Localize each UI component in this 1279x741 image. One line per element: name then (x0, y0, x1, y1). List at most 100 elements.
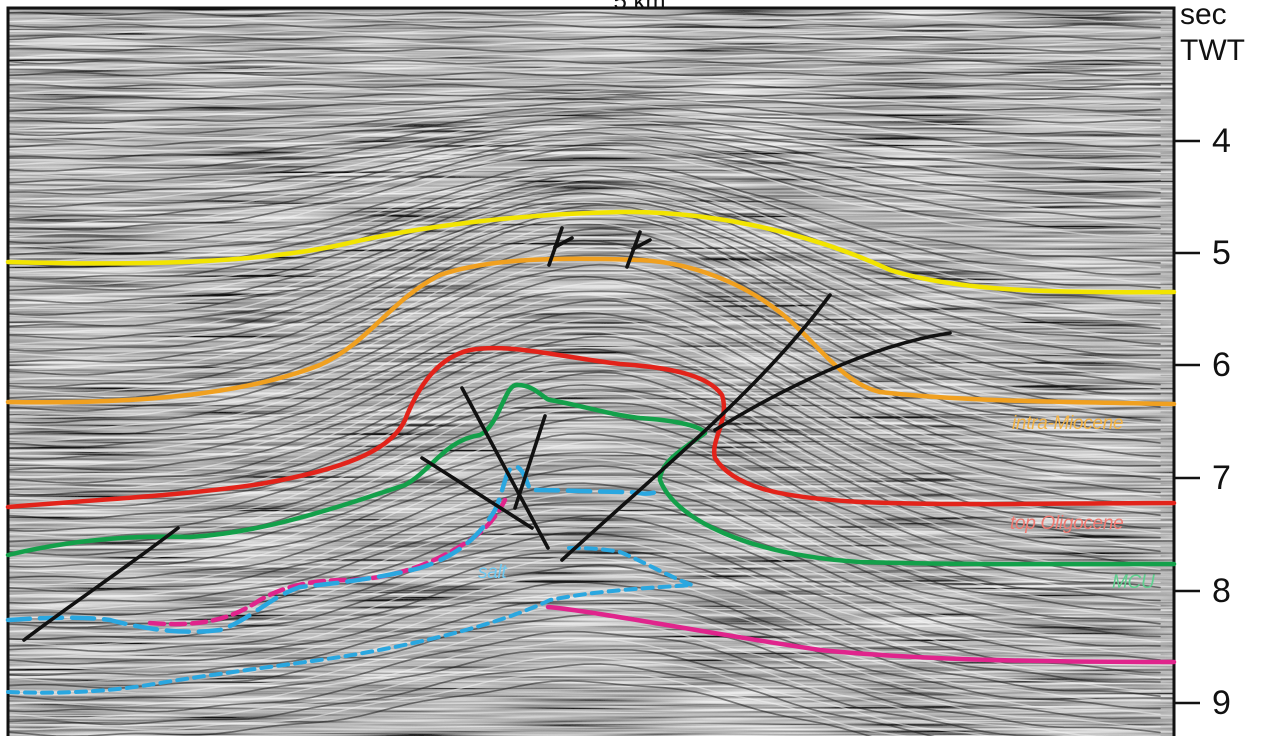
reflector-line (8, 195, 1161, 336)
reflector-line (8, 71, 1161, 77)
reflector-line (8, 426, 1161, 584)
reflector-line (8, 451, 1161, 602)
section-frame (6, 6, 1176, 741)
reflector-line (8, 371, 1161, 539)
reflector-line (8, 101, 1161, 125)
reflector-line (8, 147, 1161, 231)
label-salt: salt (478, 562, 507, 583)
reflector-line (8, 344, 1161, 512)
reflector-line (8, 139, 1161, 213)
fault-left (22, 526, 180, 642)
reflector-line (8, 281, 1161, 449)
reflector-line (8, 482, 1161, 625)
label-intra-miocene: intra-Miocene (1012, 413, 1124, 434)
horizon-intra-miocene (5, 256, 1177, 407)
reflector-line (8, 111, 1161, 149)
reflector-line (8, 47, 1161, 53)
reflector-line (8, 218, 1161, 386)
reflector-line (8, 59, 1161, 65)
reflector-line (8, 177, 1161, 296)
reflector-line (8, 326, 1161, 494)
reflector-line (8, 35, 1161, 41)
reflector-line (8, 290, 1161, 458)
reflector-line (8, 673, 925, 738)
reflector-line (8, 317, 1161, 485)
reflector-line (8, 679, 880, 738)
reflector-line (8, 335, 1161, 503)
reflector-line (8, 507, 1161, 643)
faults (22, 226, 952, 642)
axis-label-6: 6 (1212, 346, 1231, 384)
label-mcu: MCU (1112, 572, 1155, 593)
axis-unit-twt: TWT (1180, 34, 1245, 67)
reflector-line (8, 514, 1161, 647)
salt-top-boundary (5, 463, 663, 634)
reflector-line (8, 311, 1161, 480)
reflector-line (8, 500, 1161, 638)
reflector-line (8, 383, 1161, 553)
reflector-line (8, 103, 1161, 130)
reflector-line (8, 380, 1161, 548)
horizon-top-oligocene (5, 345, 1177, 510)
reflector-line (8, 245, 1161, 413)
horizon-mcu (5, 382, 1177, 567)
reflector-line (8, 53, 1161, 59)
reflector-line (8, 605, 1161, 715)
reflector-line (8, 476, 1161, 620)
reflector-line (8, 221, 1161, 390)
reflector-line (8, 525, 1161, 656)
reflector-line (8, 581, 1161, 697)
horizon-base-magenta (545, 604, 1177, 665)
reflector-line (8, 116, 1161, 160)
reflector-line (8, 165, 1161, 269)
reflector-line (8, 11, 1161, 17)
reflector-line (8, 236, 1161, 404)
reflector-line (8, 119, 1161, 166)
reflector-line (8, 353, 1161, 521)
axis-label-8: 8 (1212, 572, 1231, 610)
reflector-line (8, 263, 1161, 431)
reflector-line (8, 624, 1161, 728)
reflector-line (8, 254, 1161, 422)
horizon-top-yellow (5, 209, 1177, 295)
reflector-line (8, 168, 1161, 276)
reflector-line (8, 440, 1161, 593)
reflector-line (8, 275, 1161, 444)
reflector-line (8, 186, 1161, 316)
reflector-line (8, 149, 1161, 238)
reflector-line (8, 200, 1161, 350)
reflector-line (8, 564, 1161, 683)
reflector-line (8, 183, 1161, 309)
axis-unit-sec: sec (1180, 0, 1227, 31)
salt-body (5, 463, 693, 695)
salt-base-boundary (6, 546, 693, 695)
reflector-line (8, 415, 1161, 575)
reflector-line (8, 108, 1161, 142)
reflector-line (8, 126, 1161, 184)
reflector-line (8, 209, 1161, 370)
reflector-line (8, 630, 1161, 734)
reflector-line (8, 293, 1161, 462)
reflector-line (8, 124, 1161, 178)
fault-small-1-tip (553, 236, 574, 249)
reflector-line (8, 41, 1161, 47)
reflector-line (8, 401, 1161, 566)
reflector-line (8, 77, 1161, 83)
reflector-line (8, 96, 1161, 113)
fault-small-2-tip (631, 238, 652, 251)
reflector-line (8, 88, 1161, 95)
reflector-line (8, 204, 1161, 357)
fault-crest-splay (513, 414, 547, 510)
reflector-line (8, 93, 1161, 107)
seismic-image (8, 8, 1174, 738)
reflector-line (8, 65, 1161, 71)
reflector-line (8, 457, 1161, 607)
reflector-line (8, 648, 1086, 738)
reflector-line (8, 299, 1161, 467)
label-top-oligocene: top Oligocene (1010, 513, 1124, 534)
reflector-line (8, 131, 1161, 196)
reflector-line (8, 227, 1161, 395)
reflector-line (8, 29, 1161, 35)
